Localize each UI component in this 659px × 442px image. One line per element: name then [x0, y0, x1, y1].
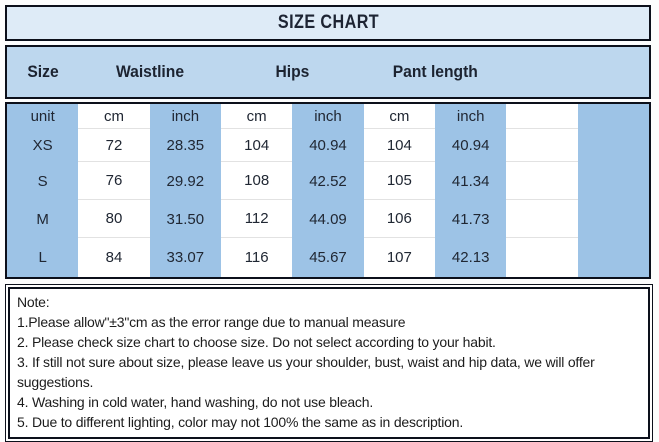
note-line-5: 5. Due to different lighting, color may …: [17, 414, 464, 430]
value-cell: 31.50: [149, 200, 221, 238]
unit-cell: inch: [149, 104, 221, 129]
size-label-xs: XS: [7, 129, 79, 162]
unit-cell: inch: [435, 104, 507, 129]
unit-cell-empty: [506, 104, 578, 129]
value-cell: 41.73: [435, 200, 507, 238]
value-cell: 105: [363, 162, 435, 200]
value-cell-empty: [577, 238, 649, 277]
value-cell-empty: [506, 162, 578, 200]
value-cell: 104: [221, 129, 293, 162]
value-cell-empty: [577, 129, 649, 162]
size-chart-title-bar: SIZE CHART: [5, 5, 651, 41]
value-cell: 112: [221, 200, 293, 238]
value-cell-empty: [577, 162, 649, 200]
header-pant-length: Pant length: [364, 62, 507, 82]
size-label-l: L: [7, 238, 79, 277]
header-hips-label: Hips: [275, 62, 310, 81]
value-cell: 42.52: [292, 162, 364, 200]
unit-cell: cm: [363, 104, 435, 129]
note-line-4: 4. Washing in cold water, hand washing, …: [17, 394, 374, 410]
value-cell: 80: [78, 200, 150, 238]
note-line-1: 1.Please allow"±3"cm as the error range …: [17, 314, 406, 330]
size-label-m: M: [7, 200, 79, 238]
value-cell: 72: [78, 129, 150, 162]
value-cell: 42.13: [435, 238, 507, 277]
header-size-label: Size: [27, 62, 59, 81]
value-cell: 29.92: [149, 162, 221, 200]
value-cell: 106: [363, 200, 435, 238]
value-cell: 44.09: [292, 200, 364, 238]
column-group-header: Size Waistline Hips Pant length: [5, 45, 651, 99]
value-cell: 41.34: [435, 162, 507, 200]
value-cell-empty: [506, 238, 578, 277]
value-cell: 116: [221, 238, 293, 277]
notes-box: Note: 1.Please allow"±3"cm as the error …: [5, 284, 653, 442]
notes-content: Note: 1.Please allow"±3"cm as the error …: [8, 287, 650, 439]
value-cell: 33.07: [149, 238, 221, 277]
unit-cell-empty: [577, 104, 649, 129]
value-cell: 84: [78, 238, 150, 277]
value-cell: 76: [78, 162, 150, 200]
header-hips: Hips: [221, 62, 364, 82]
value-cell-empty: [506, 129, 578, 162]
value-cell-empty: [506, 200, 578, 238]
header-waistline: Waistline: [78, 62, 221, 82]
size-table: unit cm inch cm inch cm inch XS 72 28.35…: [5, 102, 651, 279]
size-label-s: S: [7, 162, 79, 200]
value-cell: 45.67: [292, 238, 364, 277]
note-line-2: 2. Please check size chart to choose siz…: [17, 334, 496, 350]
header-waistline-label: Waistline: [115, 62, 184, 81]
value-cell: 104: [363, 129, 435, 162]
value-cell: 40.94: [435, 129, 507, 162]
note-line-3: 3. If still not sure about size, please …: [17, 354, 595, 390]
value-cell: 108: [221, 162, 293, 200]
value-cell-empty: [577, 200, 649, 238]
value-cell: 40.94: [292, 129, 364, 162]
value-cell: 107: [363, 238, 435, 277]
size-chart-page: SIZE CHART Size Waistline Hips Pant leng…: [5, 5, 653, 442]
notes-heading: Note:: [17, 294, 50, 310]
unit-cell: cm: [78, 104, 150, 129]
unit-cell: inch: [292, 104, 364, 129]
unit-cell: cm: [221, 104, 293, 129]
header-pant-length-label: Pant length: [392, 62, 478, 81]
value-cell: 28.35: [149, 129, 221, 162]
unit-cell: unit: [7, 104, 79, 129]
header-size: Size: [7, 62, 78, 82]
size-chart-title: SIZE CHART: [277, 12, 379, 33]
